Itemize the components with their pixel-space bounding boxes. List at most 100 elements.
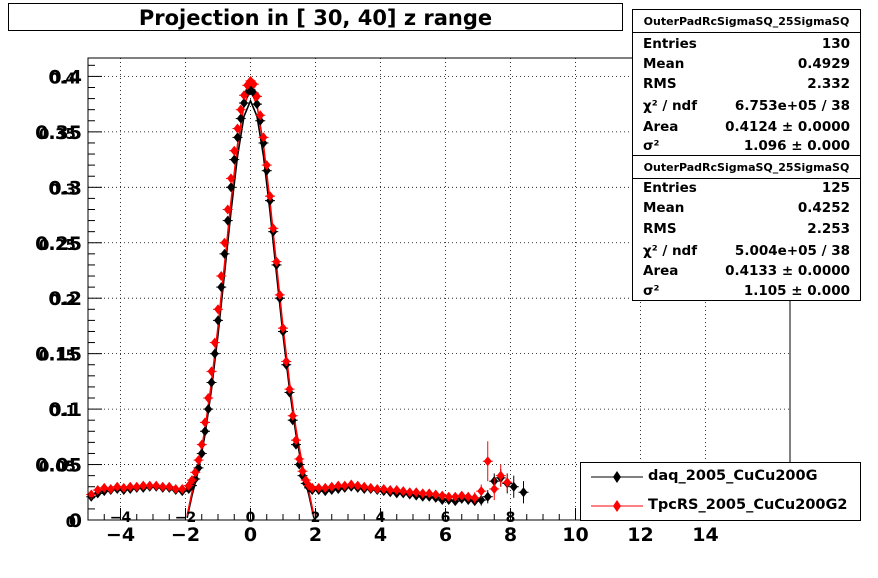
- x-tick-label: 0: [244, 524, 257, 546]
- stats-value: 0.4252: [797, 200, 850, 216]
- stats-key: Area: [643, 119, 679, 135]
- x-tick-label-inner: −4: [110, 510, 132, 526]
- data-point: [314, 482, 323, 493]
- data-point: [308, 482, 317, 493]
- data-point: [217, 282, 226, 293]
- legend-entry: daq_2005_CuCu200G: [581, 463, 860, 491]
- legend-entry: TpcRS_2005_CuCu200G2: [581, 492, 860, 520]
- y-tick-label: 0.3: [48, 177, 82, 199]
- stats-key: Mean: [643, 56, 685, 72]
- data-point: [457, 490, 466, 501]
- data-point: [214, 315, 222, 326]
- data-point: [201, 417, 209, 428]
- y-tick-label: 0.25: [35, 233, 82, 255]
- x-tick-label: 4: [374, 524, 387, 546]
- data-point: [259, 132, 268, 143]
- stats-row: χ² / ndf 6.753e+05 / 38: [643, 98, 850, 118]
- data-point: [256, 110, 265, 121]
- y-tick-label: 0.05: [35, 455, 82, 477]
- data-point: [100, 482, 109, 493]
- stats-value: 2.253: [807, 221, 850, 237]
- chart-title: Projection in [ 30, 40] z range: [138, 6, 493, 30]
- data-point: [279, 323, 287, 334]
- data-point: [139, 480, 148, 491]
- x-tick-label: 10: [562, 524, 588, 546]
- stats-row: RMS 2.332: [643, 76, 850, 96]
- stats-row: RMS 2.253: [643, 221, 850, 241]
- stats-row: Entries 125: [643, 180, 850, 200]
- stats-key: RMS: [643, 76, 677, 92]
- x-tick-label-inner: −2: [175, 510, 196, 526]
- stats-value: 5.004e+05 / 38: [734, 243, 850, 259]
- data-point: [204, 404, 213, 415]
- title-box: Projection in [ 30, 40] z range: [8, 3, 623, 31]
- data-point: [412, 487, 421, 498]
- stats-row: Mean 0.4929: [643, 56, 850, 76]
- y-tick-label-inner: 0.1: [49, 402, 76, 420]
- data-point: [210, 337, 219, 348]
- data-point: [236, 113, 245, 124]
- stats-divider: [633, 32, 860, 33]
- data-point: [340, 480, 349, 491]
- axes: −4 −2 0 2 4 6 8 10 12 14−4 −2 0 2 4 6 8000.050.050.10.1…: [35, 64, 788, 546]
- data-point: [253, 91, 261, 102]
- x-tick-label: 12: [627, 524, 653, 546]
- y-tick-label-inner: 0.35: [39, 125, 76, 143]
- y-tick-label: 0.15: [35, 344, 82, 366]
- data-point: [230, 145, 239, 156]
- data-point: [431, 489, 440, 500]
- stats-value: 1.105 ± 0.000: [743, 283, 850, 299]
- data-point: [194, 455, 203, 466]
- y-tick-label: 0.35: [35, 122, 82, 144]
- data-series: [86, 75, 529, 507]
- stats-key: Area: [643, 263, 679, 279]
- data-point: [295, 454, 304, 465]
- data-point: [483, 456, 492, 467]
- data-point: [285, 384, 294, 395]
- y-tick-label-inner: 0.2: [49, 291, 76, 309]
- data-point: [233, 123, 242, 134]
- y-tick-label-inner: 0.15: [39, 347, 76, 365]
- stats-row: Area 0.4133 ± 0.0000: [643, 263, 850, 283]
- data-point: [418, 488, 427, 499]
- data-point: [233, 132, 242, 143]
- data-point: [152, 480, 161, 491]
- data-point: [223, 204, 232, 215]
- data-point: [227, 173, 235, 184]
- x-tick-label: 2: [309, 524, 322, 546]
- data-point: [438, 490, 447, 501]
- data-point: [519, 487, 528, 498]
- data-point: [240, 98, 248, 109]
- data-point: [220, 237, 229, 248]
- x-tick-label: −4: [106, 524, 135, 546]
- stats-key: RMS: [643, 221, 677, 237]
- data-point: [256, 115, 265, 126]
- data-point: [132, 481, 141, 492]
- data-point: [236, 104, 245, 115]
- x-tick-label-inner: 6: [441, 510, 451, 526]
- data-point: [126, 481, 135, 492]
- data-point: [347, 479, 356, 490]
- data-point: [214, 304, 222, 315]
- stats-box-tpcrs: OuterPadRcSigmaSQ_25SigmaSQ Entries 125 M…: [632, 155, 861, 301]
- data-point: [207, 377, 216, 388]
- data-point: [87, 489, 96, 500]
- data-point: [321, 482, 330, 493]
- stats-row: σ² 1.096 ± 0.000: [643, 138, 850, 158]
- data-point: [249, 79, 258, 90]
- data-point: [223, 215, 232, 226]
- stats-key: Entries: [643, 180, 697, 196]
- stats-key: Entries: [643, 36, 697, 52]
- data-point: [220, 248, 229, 259]
- data-point: [178, 483, 187, 494]
- stats-row: Area 0.4124 ± 0.0000: [643, 119, 850, 139]
- stats-key: χ² / ndf: [643, 243, 698, 259]
- data-point: [373, 483, 382, 494]
- data-point: [275, 289, 284, 300]
- stats-header: OuterPadRcSigmaSQ_25SigmaSQ: [643, 161, 850, 174]
- data-point: [477, 486, 486, 497]
- stats-key: Mean: [643, 200, 685, 216]
- stats-value: 0.4124 ± 0.0000: [725, 119, 850, 135]
- data-point: [470, 492, 479, 503]
- legend-label: daq_2005_CuCu200G: [648, 468, 818, 484]
